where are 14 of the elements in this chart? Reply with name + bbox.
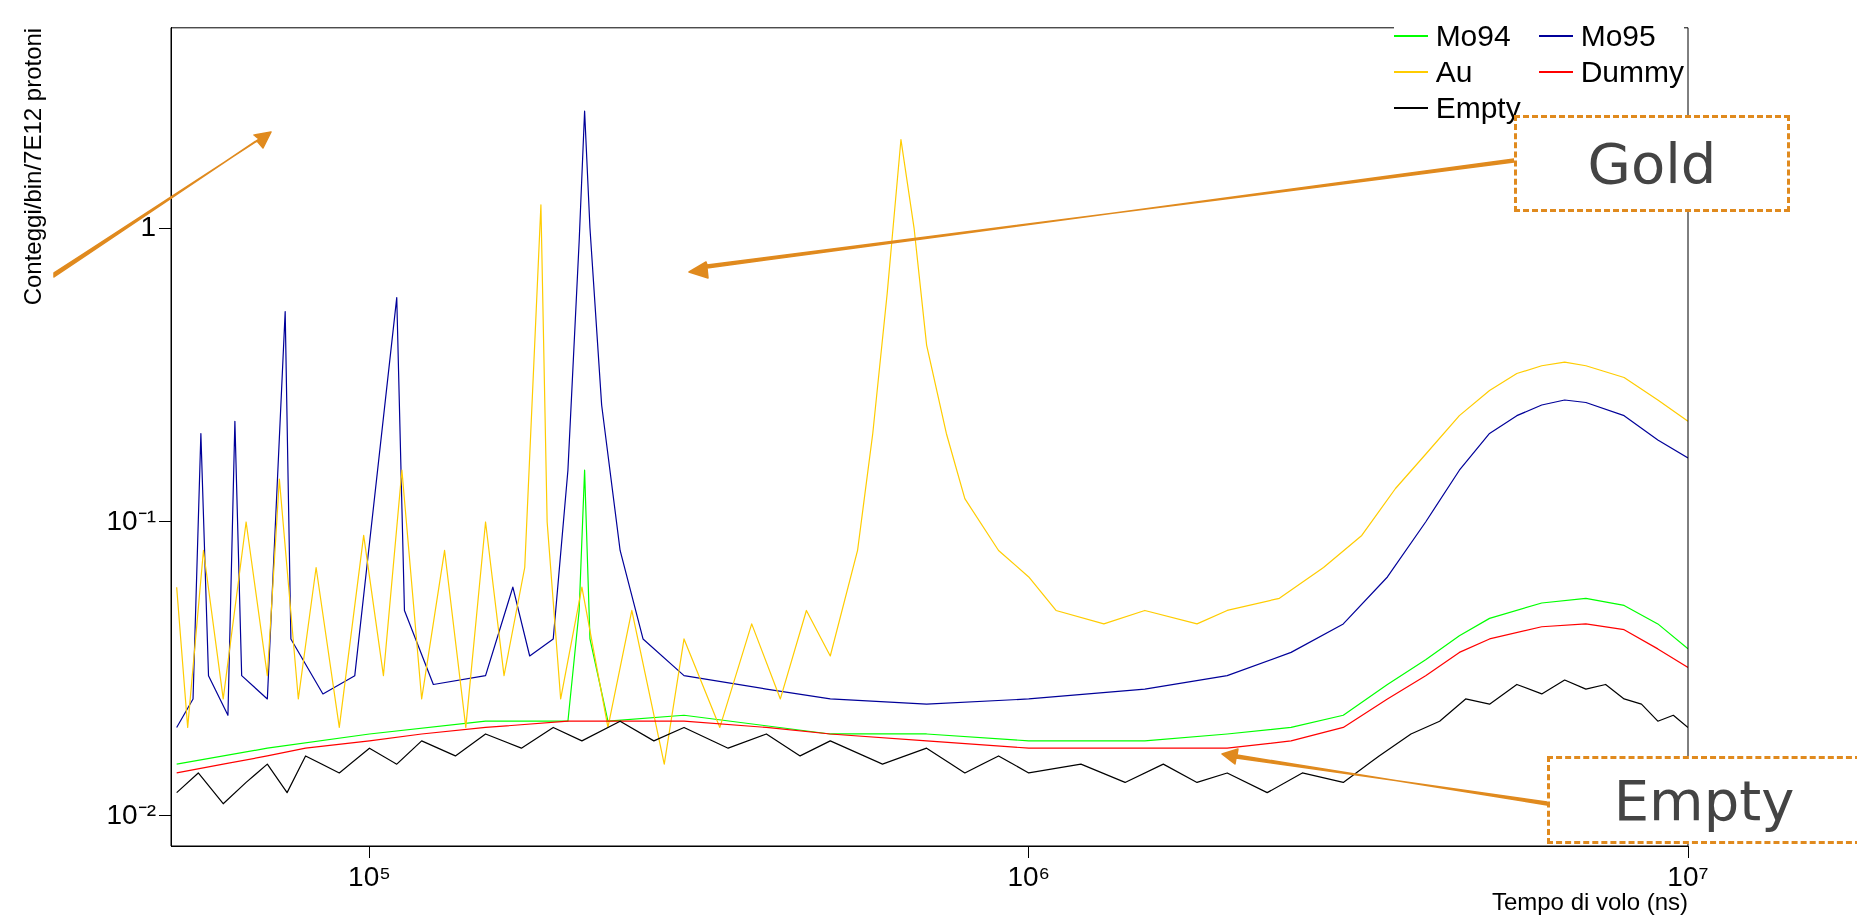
legend-label: Mo95 bbox=[1580, 19, 1656, 53]
y-tick-label: 1 bbox=[140, 210, 156, 242]
legend-label: Dummy bbox=[1580, 55, 1684, 89]
y-axis-title: Conteggi/bin/7E12 protoni bbox=[19, 27, 47, 306]
y-tick-label: 10⁻¹ bbox=[106, 504, 156, 536]
legend-label: Au bbox=[1435, 55, 1473, 89]
legend-label: Mo94 bbox=[1435, 19, 1511, 53]
x-tick-label: 10⁵ bbox=[348, 860, 391, 892]
annotation: Empty bbox=[1613, 767, 1795, 833]
annotation: Gold bbox=[1587, 131, 1717, 196]
y-tick-label: 10⁻² bbox=[106, 798, 156, 830]
dashed-box: Empty bbox=[1547, 756, 1857, 844]
x-tick-label: 10⁶ bbox=[1007, 860, 1051, 892]
dashed-box: Gold bbox=[1514, 115, 1790, 212]
